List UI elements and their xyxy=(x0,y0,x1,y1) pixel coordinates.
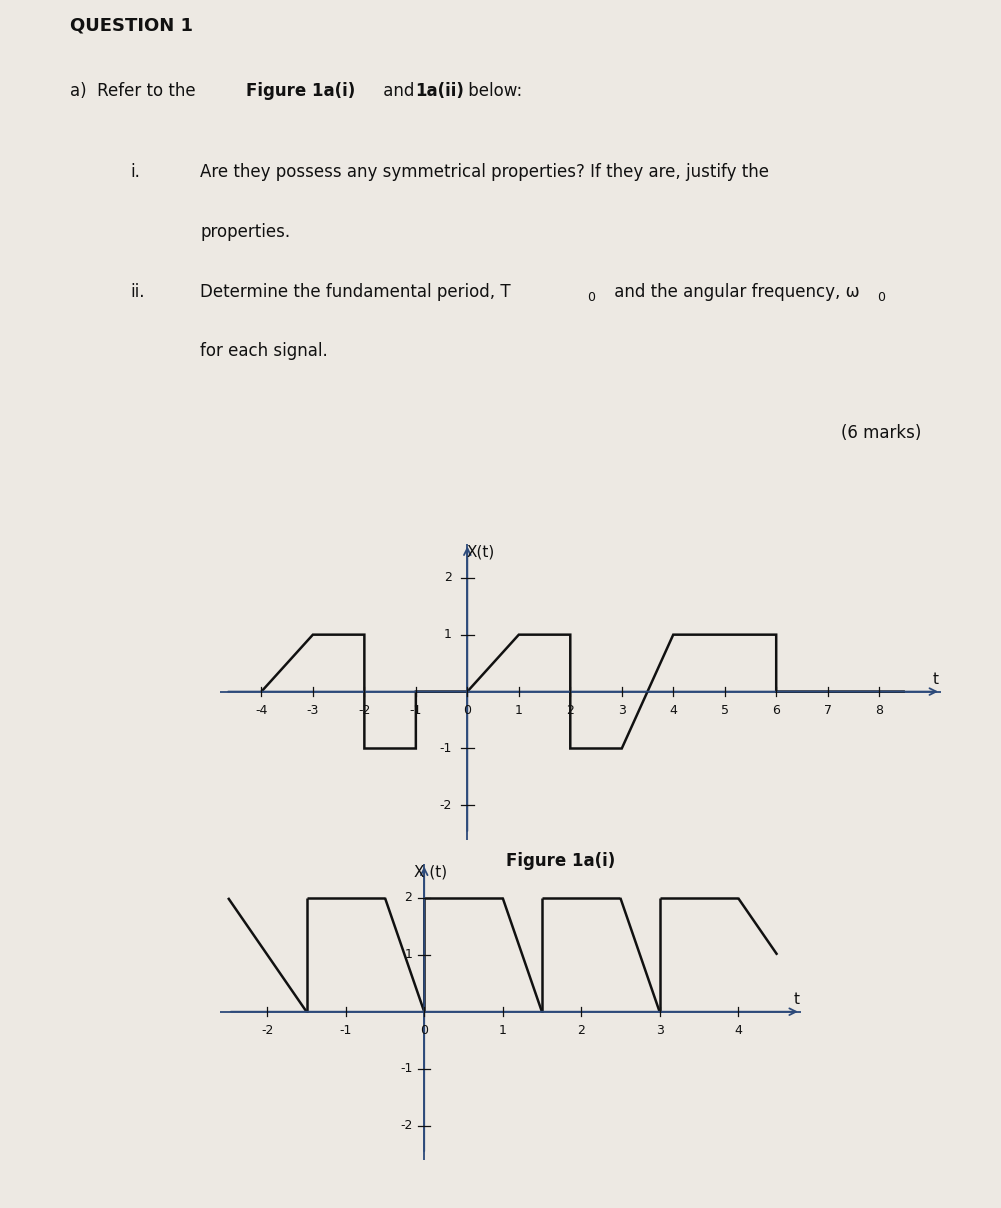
Text: t: t xyxy=(794,992,800,1006)
Text: 2: 2 xyxy=(444,571,451,585)
Text: 2: 2 xyxy=(578,1024,585,1038)
Text: and: and xyxy=(378,82,420,99)
Text: -1: -1 xyxy=(409,704,422,718)
Text: 0: 0 xyxy=(588,291,596,304)
Text: 1: 1 xyxy=(515,704,523,718)
Text: 1a(ii): 1a(ii) xyxy=(415,82,464,99)
Text: t: t xyxy=(933,672,939,686)
Text: Figure 1a(i): Figure 1a(i) xyxy=(506,852,616,870)
Text: 8: 8 xyxy=(875,704,883,718)
Text: and the angular frequency, ω: and the angular frequency, ω xyxy=(609,283,859,301)
Text: Figure 1a(i): Figure 1a(i) xyxy=(246,82,355,99)
Text: properties.: properties. xyxy=(200,222,290,240)
Text: 6: 6 xyxy=(772,704,780,718)
Text: 4: 4 xyxy=(670,704,678,718)
Text: -1: -1 xyxy=(439,742,451,755)
Text: 0: 0 xyxy=(463,704,471,718)
Text: X(t): X(t) xyxy=(466,545,494,559)
Text: 2: 2 xyxy=(404,892,412,905)
Text: X (t): X (t) xyxy=(414,865,447,879)
Text: -2: -2 xyxy=(358,704,370,718)
Text: ii.: ii. xyxy=(130,283,144,301)
Text: -2: -2 xyxy=(400,1119,412,1132)
Text: -1: -1 xyxy=(400,1062,412,1075)
Text: Are they possess any symmetrical properties? If they are, justify the: Are they possess any symmetrical propert… xyxy=(200,163,769,181)
Text: (6 marks): (6 marks) xyxy=(841,424,921,442)
Text: 4: 4 xyxy=(734,1024,742,1038)
Text: -2: -2 xyxy=(261,1024,273,1038)
Text: -2: -2 xyxy=(439,798,451,812)
Text: for each signal.: for each signal. xyxy=(200,343,328,360)
Text: 7: 7 xyxy=(824,704,832,718)
Text: 3: 3 xyxy=(656,1024,664,1038)
Text: 0: 0 xyxy=(877,291,885,304)
Text: 1: 1 xyxy=(404,948,412,962)
Text: 1: 1 xyxy=(444,628,451,641)
Text: a)  Refer to the: a) Refer to the xyxy=(70,82,201,99)
Text: QUESTION 1: QUESTION 1 xyxy=(70,16,193,34)
Text: 5: 5 xyxy=(721,704,729,718)
Text: -3: -3 xyxy=(306,704,319,718)
Text: -1: -1 xyxy=(339,1024,352,1038)
Text: 1: 1 xyxy=(498,1024,507,1038)
Text: 3: 3 xyxy=(618,704,626,718)
Text: -4: -4 xyxy=(255,704,267,718)
Text: 0: 0 xyxy=(420,1024,428,1038)
Text: 2: 2 xyxy=(567,704,575,718)
Text: Determine the fundamental period, T: Determine the fundamental period, T xyxy=(200,283,511,301)
Text: i.: i. xyxy=(130,163,140,181)
Text: below:: below: xyxy=(463,82,523,99)
